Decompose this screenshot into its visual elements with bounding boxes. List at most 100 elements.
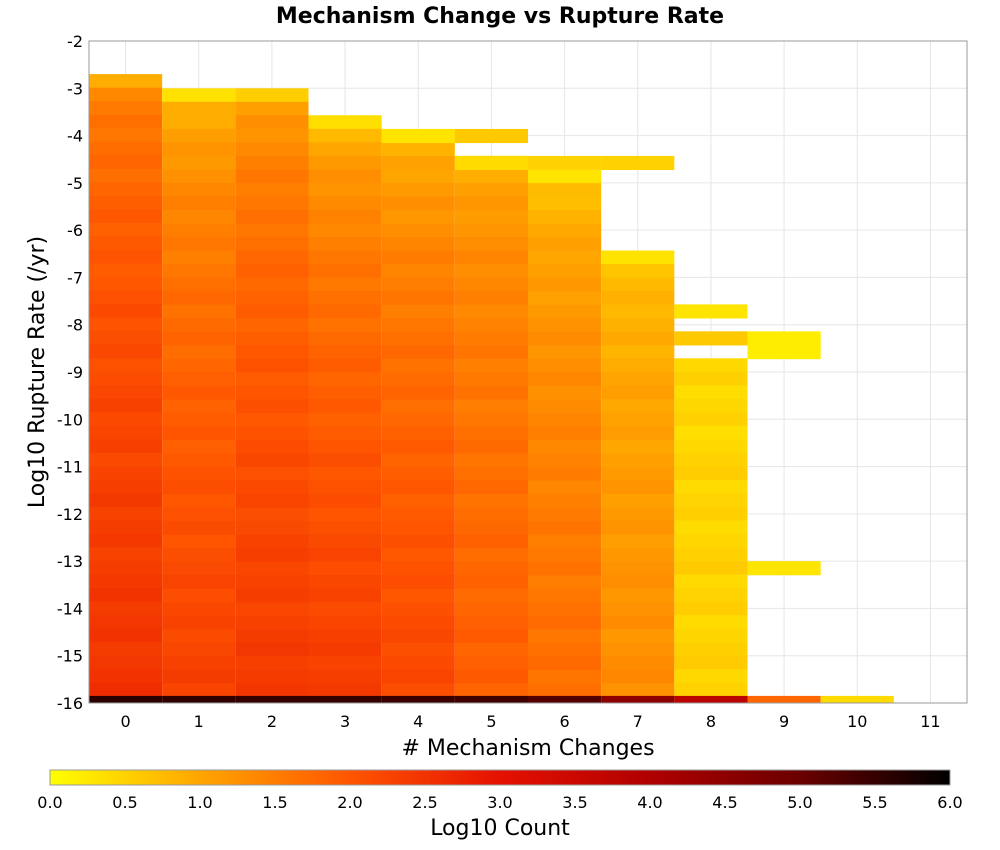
- heatmap-cell: [89, 358, 163, 373]
- heatmap-cell: [308, 547, 382, 563]
- heatmap-cell: [381, 453, 455, 468]
- heatmap-cell: [528, 318, 602, 333]
- heatmap-cell: [454, 250, 528, 265]
- heatmap-cell: [601, 575, 675, 590]
- heatmap-cell: [454, 548, 528, 563]
- heatmap-cell: [528, 358, 602, 374]
- heatmap-cell: [235, 656, 309, 671]
- heatmap-cell: [674, 574, 748, 589]
- heatmap-cell: [308, 507, 382, 522]
- heatmap-cell-floor: [235, 695, 309, 703]
- heatmap-cell: [528, 669, 602, 685]
- heatmap-cell: [162, 439, 236, 455]
- heatmap-cell: [235, 480, 309, 495]
- heatmap-cell: [528, 615, 602, 631]
- heatmap-cell: [308, 169, 382, 184]
- heatmap-cell: [528, 507, 602, 522]
- heatmap-cell: [89, 304, 163, 319]
- heatmap-cells: [89, 74, 894, 703]
- heatmap-cell: [381, 561, 455, 576]
- colorbar-tick-label: 5.5: [862, 793, 887, 812]
- y-tick-label: -12: [57, 505, 83, 524]
- heatmap-cell: [528, 548, 602, 563]
- heatmap-cell: [308, 304, 382, 319]
- heatmap-cell: [601, 480, 675, 495]
- x-tick-label: 5: [486, 712, 496, 731]
- heatmap-cell: [162, 304, 236, 319]
- y-tick-label: -8: [67, 316, 83, 335]
- heatmap-cell-floor: [381, 695, 455, 703]
- heatmap-cell: [381, 237, 455, 252]
- heatmap-cell: [674, 628, 748, 643]
- colorbar-tick-label: 0.5: [112, 793, 137, 812]
- heatmap-cell: [235, 358, 309, 373]
- heatmap-cell: [381, 656, 455, 671]
- heatmap-cell: [381, 399, 455, 414]
- heatmap-cell: [162, 656, 236, 671]
- heatmap-cell: [381, 494, 455, 509]
- heatmap-cell: [235, 507, 309, 522]
- heatmap-cell: [162, 615, 236, 630]
- heatmap-cell: [235, 277, 309, 292]
- heatmap-cell: [674, 304, 748, 319]
- heatmap-cell: [601, 439, 675, 454]
- heatmap-cell: [454, 426, 528, 441]
- heatmap-cell: [454, 182, 528, 198]
- heatmap-cell: [381, 642, 455, 657]
- heatmap-cell: [235, 534, 309, 549]
- x-tick-label: 10: [847, 712, 867, 731]
- heatmap-cell: [162, 182, 236, 198]
- heatmap-cell: [601, 534, 675, 549]
- heatmap-cell: [235, 642, 309, 657]
- heatmap-cell: [528, 169, 602, 184]
- heatmap-cell: [381, 480, 455, 495]
- heatmap-cell: [235, 88, 309, 103]
- heatmap-cell: [162, 412, 236, 427]
- heatmap-cell: [381, 169, 455, 184]
- heatmap-cell: [674, 452, 748, 468]
- y-axis-label: Log10 Rupture Rate (/yr): [25, 236, 50, 508]
- heatmap-cell: [381, 669, 455, 685]
- heatmap-cell: [89, 439, 163, 454]
- heatmap-cell: [89, 655, 163, 670]
- heatmap-cell: [89, 425, 163, 440]
- heatmap-cell: [308, 209, 382, 225]
- heatmap-cell: [308, 588, 382, 603]
- heatmap-cell: [454, 399, 528, 414]
- heatmap-cell: [308, 520, 382, 536]
- heatmap-cell: [601, 588, 675, 603]
- y-tick-label: -9: [67, 363, 83, 382]
- heatmap-cell: [381, 264, 455, 279]
- heatmap-cell: [308, 493, 382, 509]
- heatmap-cell: [674, 642, 748, 657]
- heatmap-cell: [674, 588, 748, 603]
- heatmap-cell: [162, 209, 236, 225]
- heatmap-cell: [89, 506, 163, 521]
- heatmap-cell: [528, 656, 602, 671]
- heatmap-cell: [381, 183, 455, 198]
- heatmap-cell: [308, 263, 382, 279]
- heatmap-cell: [528, 399, 602, 414]
- heatmap-cell: [308, 385, 382, 400]
- heatmap-cell: [601, 615, 675, 630]
- heatmap-cell: [162, 318, 236, 333]
- heatmap-cell: [89, 331, 163, 346]
- heatmap-cell: [601, 561, 675, 576]
- heatmap-cell: [674, 480, 748, 495]
- heatmap-cell: [308, 466, 382, 481]
- heatmap-cell: [89, 155, 163, 170]
- x-tick-label: 0: [120, 712, 130, 731]
- heatmap-cell: [454, 385, 528, 400]
- heatmap-cell: [235, 575, 309, 590]
- heatmap-cell: [601, 683, 675, 698]
- heatmap-cell: [89, 74, 163, 89]
- y-tick-label: -14: [57, 599, 83, 618]
- heatmap-cell: [528, 155, 602, 171]
- heatmap-cell: [89, 398, 163, 413]
- heatmap-cell: [235, 385, 309, 400]
- heatmap-cell: [454, 588, 528, 603]
- heatmap-cell: [235, 237, 309, 252]
- heatmap-cell: [89, 601, 163, 616]
- x-tick-label: 7: [633, 712, 643, 731]
